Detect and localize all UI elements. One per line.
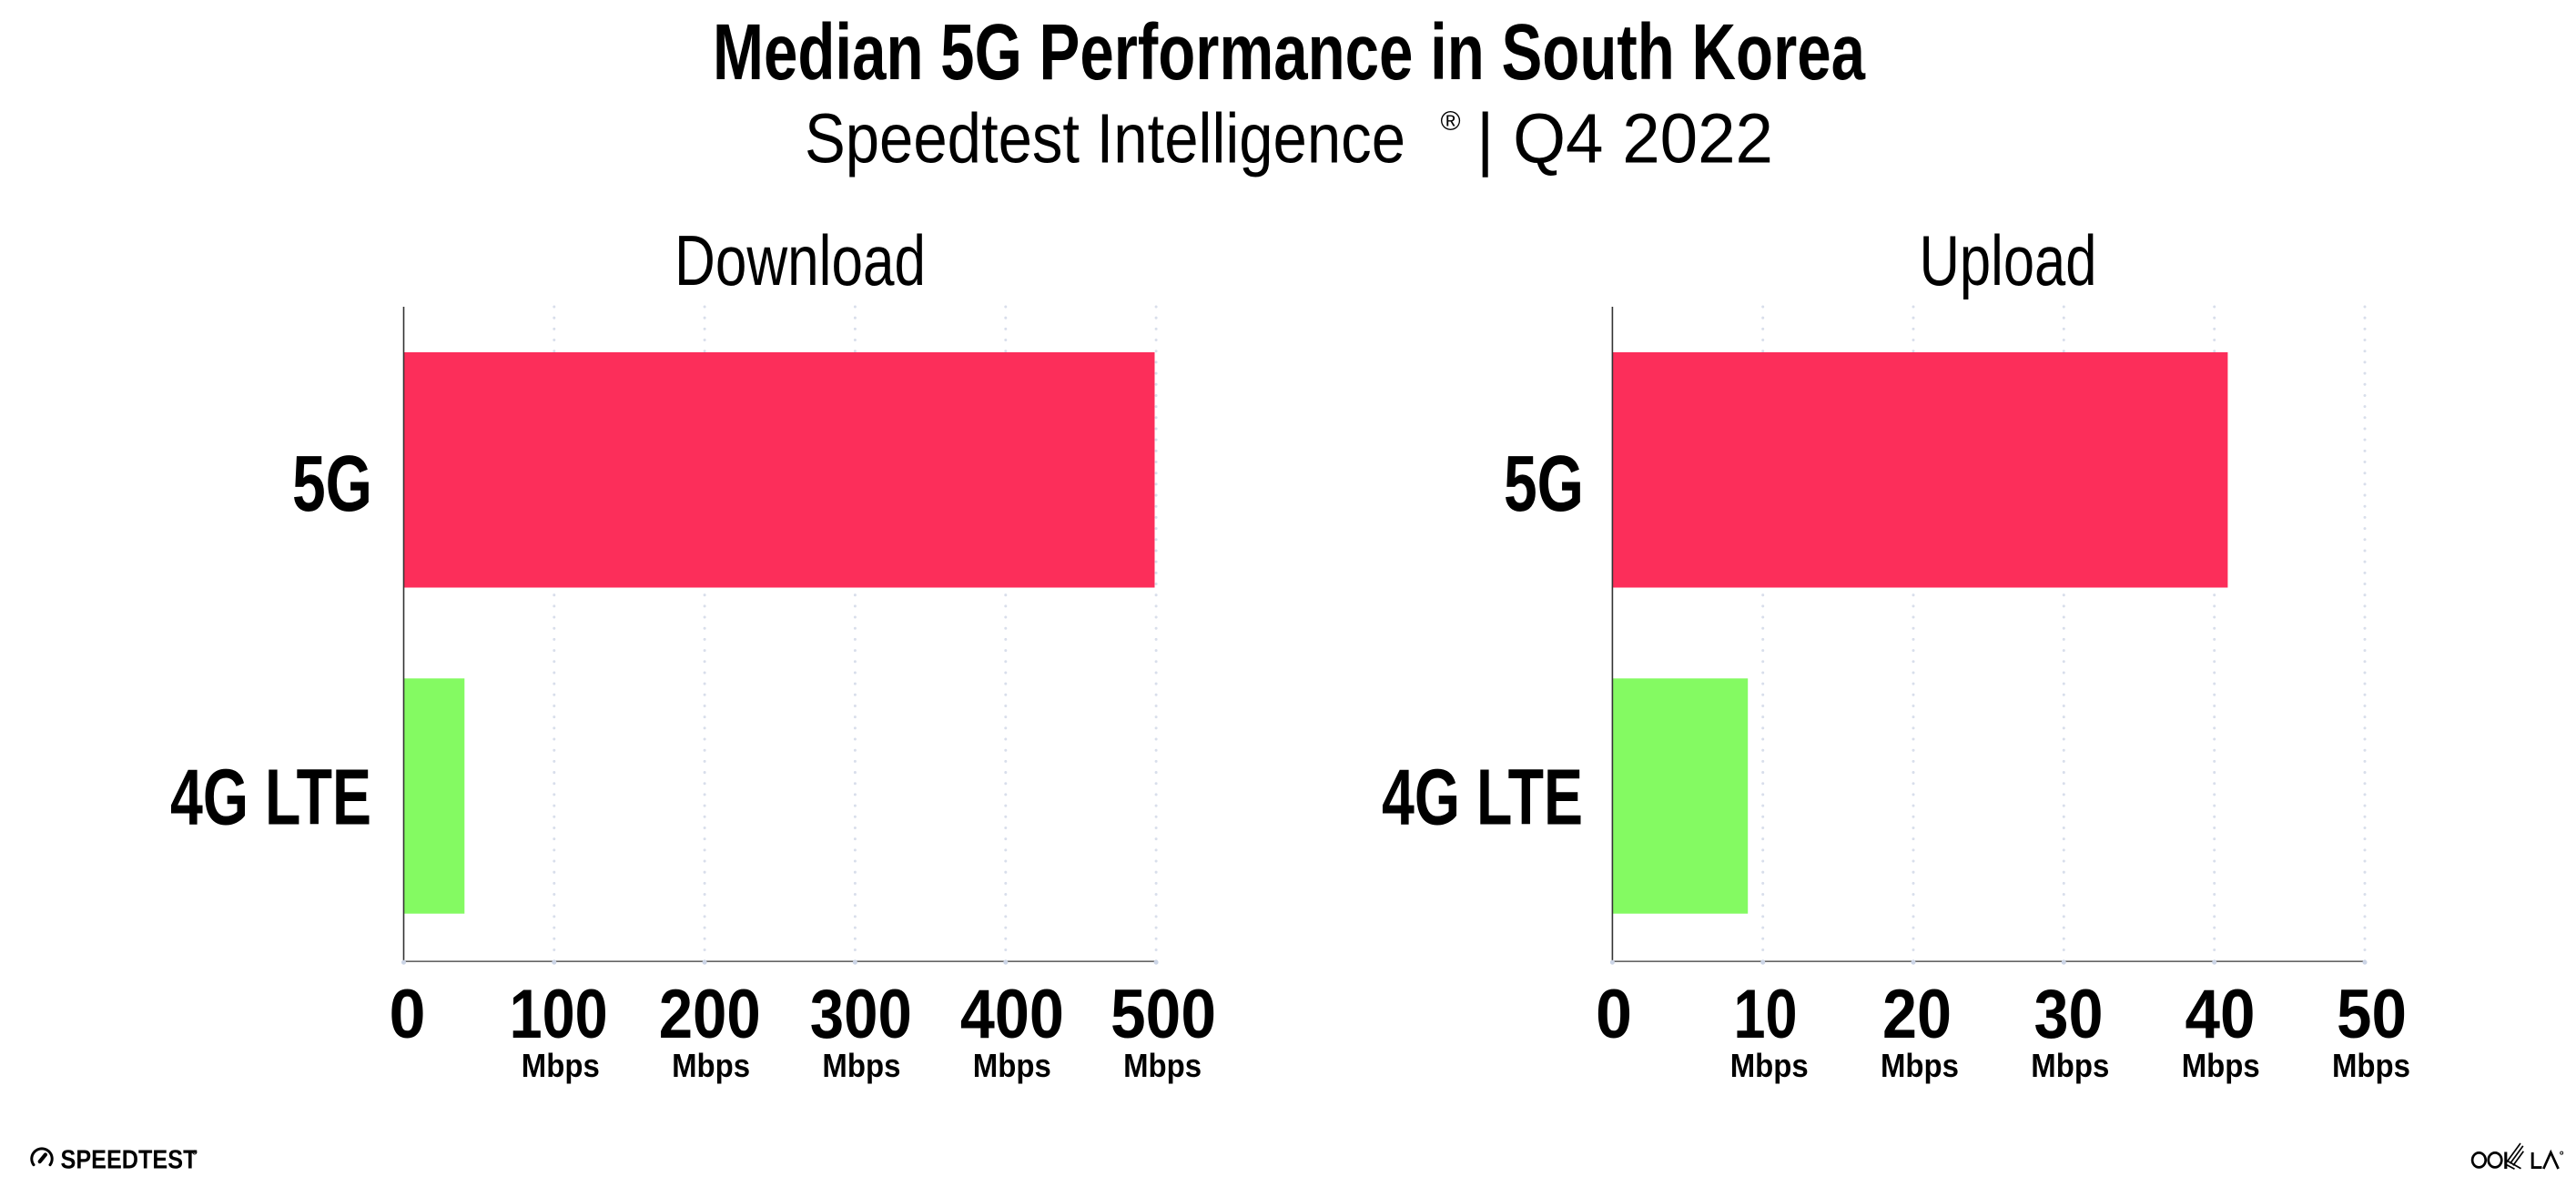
svg-text:Speedtest Intelligence: Speedtest Intelligence: [805, 100, 1405, 178]
svg-text:4G LTE: 4G LTE: [1382, 754, 1583, 842]
svg-text:Mbps: Mbps: [522, 1047, 600, 1084]
svg-text:Median 5G Performance in South: Median 5G Performance in South Korea: [713, 8, 1865, 96]
svg-text:Mbps: Mbps: [672, 1047, 750, 1084]
svg-text:Mbps: Mbps: [973, 1047, 1051, 1084]
svg-text:Mbps: Mbps: [2182, 1047, 2260, 1084]
svg-text:5G: 5G: [1504, 440, 1584, 528]
svg-text:Mbps: Mbps: [1123, 1047, 1202, 1084]
svg-text:SPEEDTEST: SPEEDTEST: [61, 1146, 198, 1175]
svg-text:10: 10: [1734, 976, 1798, 1053]
svg-text:Download: Download: [674, 220, 926, 300]
svg-text:4G LTE: 4G LTE: [170, 754, 371, 842]
svg-text:®: ®: [1440, 107, 1460, 137]
svg-text:Upload: Upload: [1920, 220, 2097, 300]
svg-text:200: 200: [659, 976, 761, 1053]
svg-text:Mbps: Mbps: [1881, 1047, 1959, 1084]
svg-text:0: 0: [1596, 976, 1632, 1053]
svg-text:0: 0: [390, 976, 426, 1053]
svg-text:30: 30: [2034, 976, 2104, 1053]
svg-text:100: 100: [510, 976, 608, 1053]
svg-text:20: 20: [1882, 976, 1952, 1053]
svg-text:50: 50: [2337, 976, 2407, 1053]
svg-text:| Q4 2022: | Q4 2022: [1476, 100, 1773, 178]
svg-text:40: 40: [2186, 976, 2256, 1053]
svg-text:5G: 5G: [292, 440, 372, 528]
svg-text:400: 400: [960, 976, 1064, 1053]
svg-text:Mbps: Mbps: [1730, 1047, 1809, 1084]
svg-text:Mbps: Mbps: [2031, 1047, 2109, 1084]
svg-text:Mbps: Mbps: [822, 1047, 900, 1084]
svg-text:500: 500: [1111, 976, 1216, 1053]
svg-text:300: 300: [810, 976, 912, 1053]
svg-text:Mbps: Mbps: [2332, 1047, 2410, 1084]
